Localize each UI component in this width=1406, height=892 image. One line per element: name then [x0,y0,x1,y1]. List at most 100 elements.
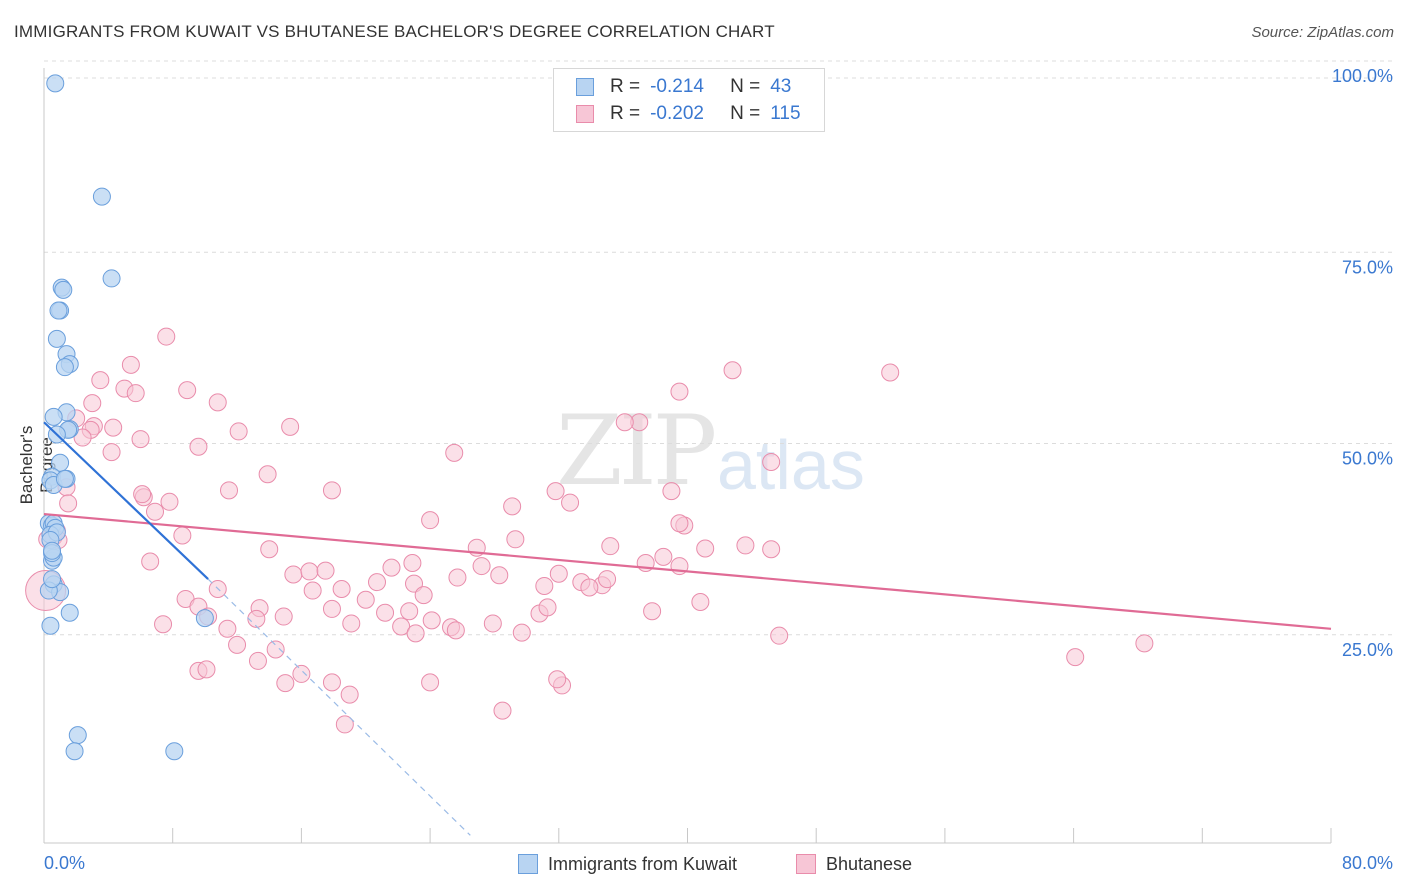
data-point-bhutanese [292,664,311,683]
data-point-bhutanese [414,586,433,605]
data-point-bhutanese [228,635,247,654]
data-point-bhutanese [218,619,237,638]
y-tick-label: 100.0% [1332,66,1393,86]
data-point-bhutanese [342,614,361,633]
watermark-atlas: atlas [717,426,865,504]
data-point-bhutanese [382,558,401,577]
data-point-bhutanese [83,394,102,413]
data-point-bhutanese [332,580,351,599]
bottom-legend-swatch-kuwait [518,854,538,874]
data-point-bhutanese [503,497,522,516]
data-point-bhutanese [535,576,554,595]
data-point-bhutanese [104,418,123,437]
legend-row-kuwait: R = -0.214 N = 43 [576,75,791,99]
data-point-bhutanese [472,557,491,576]
data-point-bhutanese [422,611,441,630]
data-point-bhutanese [157,327,176,346]
data-point-bhutanese [549,564,568,583]
data-point-bhutanese [670,382,689,401]
data-point-bhutanese [322,673,341,692]
data-point-kuwait [60,603,79,622]
data-point-bhutanese [762,540,781,559]
data-point-bhutanese [561,493,580,512]
data-point-bhutanese [316,561,335,580]
chart-title: IMMIGRANTS FROM KUWAIT VS BHUTANESE BACH… [14,22,775,41]
data-point-kuwait [43,570,62,589]
data-point-bhutanese [91,371,110,390]
data-point-bhutanese [512,623,531,642]
data-point-bhutanese [392,617,411,636]
data-point-bhutanese [340,685,359,704]
data-point-bhutanese [274,607,293,626]
data-point-bhutanese [208,393,227,412]
data-point-bhutanese [580,578,599,597]
legend-swatch-kuwait [576,78,594,96]
data-point-kuwait [44,407,63,426]
data-point-bhutanese [506,530,525,549]
legend-n-value-bhutanese: 115 [770,103,801,124]
legend-r-label: R = [610,103,641,124]
data-point-bhutanese [670,514,689,533]
data-point-bhutanese [1066,648,1085,667]
data-point-bhutanese [248,651,267,670]
data-point-kuwait [68,726,87,745]
data-point-bhutanese [276,674,295,693]
data-point-bhutanese [322,481,341,500]
data-point-bhutanese [197,660,216,679]
data-point-bhutanese [146,502,165,521]
data-point-bhutanese [493,701,512,720]
data-point-bhutanese [696,539,715,558]
bottom-legend-swatch-bhutanese [796,854,816,874]
data-point-bhutanese [421,673,440,692]
bottom-legend-bhutanese: Bhutanese [796,852,912,876]
data-point-bhutanese [133,485,152,504]
data-point-bhutanese [448,568,467,587]
data-point-bhutanese [376,603,395,622]
data-point-bhutanese [335,715,354,734]
legend-r-value-bhutanese: -0.202 [650,103,704,124]
data-point-bhutanese [403,554,422,573]
x-tick-label-min: 0.0% [44,853,85,873]
data-point-bhutanese [247,609,266,628]
data-point-kuwait [46,74,65,93]
data-point-bhutanese [548,670,567,689]
source-label: Source: ZipAtlas.com [1251,24,1394,41]
data-point-bhutanese [538,598,557,617]
data-point-bhutanese [445,443,464,462]
bottom-legend-kuwait: Immigrants from Kuwait [518,852,737,876]
data-point-bhutanese [643,602,662,621]
data-point-bhutanese [126,384,145,403]
data-point-kuwait [65,742,84,761]
bottom-legend-label-kuwait: Immigrants from Kuwait [548,853,738,874]
legend-row-bhutanese: R = -0.202 N = 115 [576,102,801,126]
data-point-bhutanese [173,526,192,545]
data-point-kuwait [195,609,214,628]
data-point-kuwait [165,742,184,761]
data-point-bhutanese [654,547,673,566]
data-point-bhutanese [490,566,509,585]
data-point-bhutanese [356,590,375,609]
legend-r-label: R = [610,76,641,97]
stats-legend: R = -0.214 N = 43 R = -0.202 N = 115 [553,68,825,132]
y-tick-label: 25.0% [1342,640,1393,660]
legend-r-value-kuwait: -0.214 [650,76,704,97]
data-point-bhutanese [881,363,900,382]
data-point-bhutanese [615,413,634,432]
data-point-bhutanese [154,615,173,634]
data-point-bhutanese [736,536,755,555]
data-point-kuwait [49,301,68,320]
data-point-bhutanese [220,481,239,500]
data-point-bhutanese [601,537,620,556]
data-point-kuwait [55,469,74,488]
data-point-bhutanese [284,565,303,584]
data-point-bhutanese [300,562,319,581]
data-point-kuwait [43,541,62,560]
legend-n-label: N = [730,103,761,124]
data-point-bhutanese [662,482,681,501]
legend-n-label: N = [730,76,761,97]
legend-swatch-bhutanese [576,105,594,123]
data-point-kuwait [92,187,111,206]
data-point-kuwait [47,329,66,348]
data-point-bhutanese [281,417,300,436]
